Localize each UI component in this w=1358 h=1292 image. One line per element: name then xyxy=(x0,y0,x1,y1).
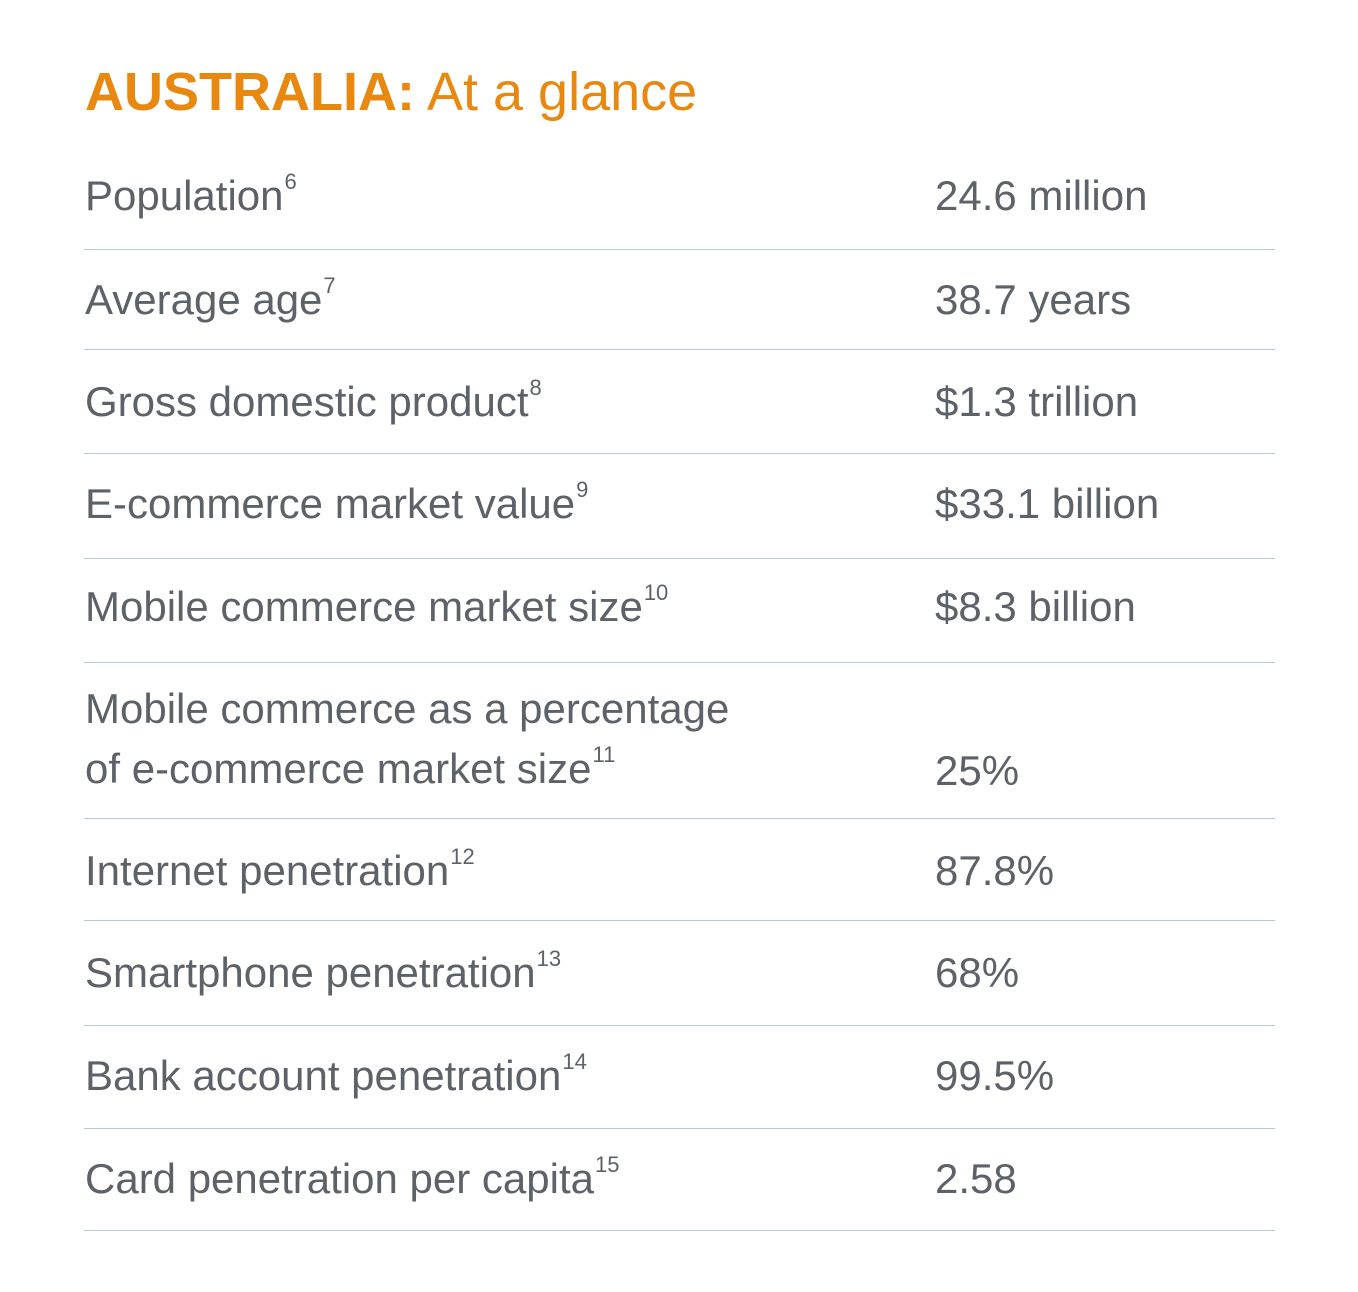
row-value: 2.58 xyxy=(935,1155,1017,1202)
title-country: AUSTRALIA: xyxy=(85,62,415,122)
footnote-ref: 15 xyxy=(594,1152,620,1177)
row-label: Card penetration per capita15 xyxy=(85,1152,620,1203)
row-label: Mobile commerce as a percentage of e-com… xyxy=(85,685,730,792)
footnote-ref: 14 xyxy=(562,1049,587,1074)
table-row-ecommerce-value: E-commerce market value9 $33.1 billion xyxy=(84,454,1275,559)
row-value: $1.3 trillion xyxy=(935,378,1139,425)
table-row-population: Population6 24.6 million xyxy=(84,146,1275,250)
table-row-gdp: Gross domestic product8 $1.3 trillion xyxy=(84,350,1275,454)
footnote-ref: 7 xyxy=(323,273,336,298)
row-value: $33.1 billion xyxy=(935,480,1160,527)
table-row-average-age: Average age7 38.7 years xyxy=(84,250,1275,350)
row-label: Average age7 xyxy=(85,273,336,324)
table-row-bank-account-penetration: Bank account penetration14 99.5% xyxy=(84,1026,1275,1129)
table-row-internet-penetration: Internet penetration12 87.8% xyxy=(84,819,1275,921)
row-label: Population6 xyxy=(85,169,297,220)
footnote-ref: 8 xyxy=(529,375,542,400)
row-label: Smartphone penetration13 xyxy=(85,946,562,997)
table-row-mcommerce-size: Mobile commerce market size10 $8.3 billi… xyxy=(84,559,1275,663)
row-value: 25% xyxy=(935,747,1020,794)
title-subtitle: At a glance xyxy=(427,62,698,122)
page-title: AUSTRALIA: At a glance xyxy=(85,56,697,128)
footnote-ref: 6 xyxy=(284,169,297,194)
footnote-ref: 11 xyxy=(592,742,616,767)
row-value: 68% xyxy=(935,949,1020,996)
stats-table: Population6 24.6 million Average age7 38… xyxy=(84,146,1275,1231)
footnote-ref: 12 xyxy=(450,844,475,869)
row-value: 87.8% xyxy=(935,847,1055,894)
row-value: 99.5% xyxy=(935,1052,1055,1099)
footnote-ref: 13 xyxy=(536,946,562,971)
row-value: $8.3 billion xyxy=(935,583,1136,630)
row-label: Internet penetration12 xyxy=(85,844,475,895)
row-label: Bank account penetration14 xyxy=(85,1049,587,1100)
row-label: Mobile commerce market size10 xyxy=(85,580,669,631)
table-row-card-penetration: Card penetration per capita15 2.58 xyxy=(84,1129,1275,1231)
row-label: Gross domestic product8 xyxy=(85,375,542,426)
row-value: 38.7 years xyxy=(935,276,1132,323)
footnote-ref: 10 xyxy=(643,580,669,605)
table-row-mcommerce-percentage: Mobile commerce as a percentage of e-com… xyxy=(84,663,1275,819)
row-label: E-commerce market value9 xyxy=(85,477,589,528)
footnote-ref: 9 xyxy=(576,477,589,502)
table-row-smartphone-penetration: Smartphone penetration13 68% xyxy=(84,921,1275,1026)
row-value: 24.6 million xyxy=(935,172,1148,219)
